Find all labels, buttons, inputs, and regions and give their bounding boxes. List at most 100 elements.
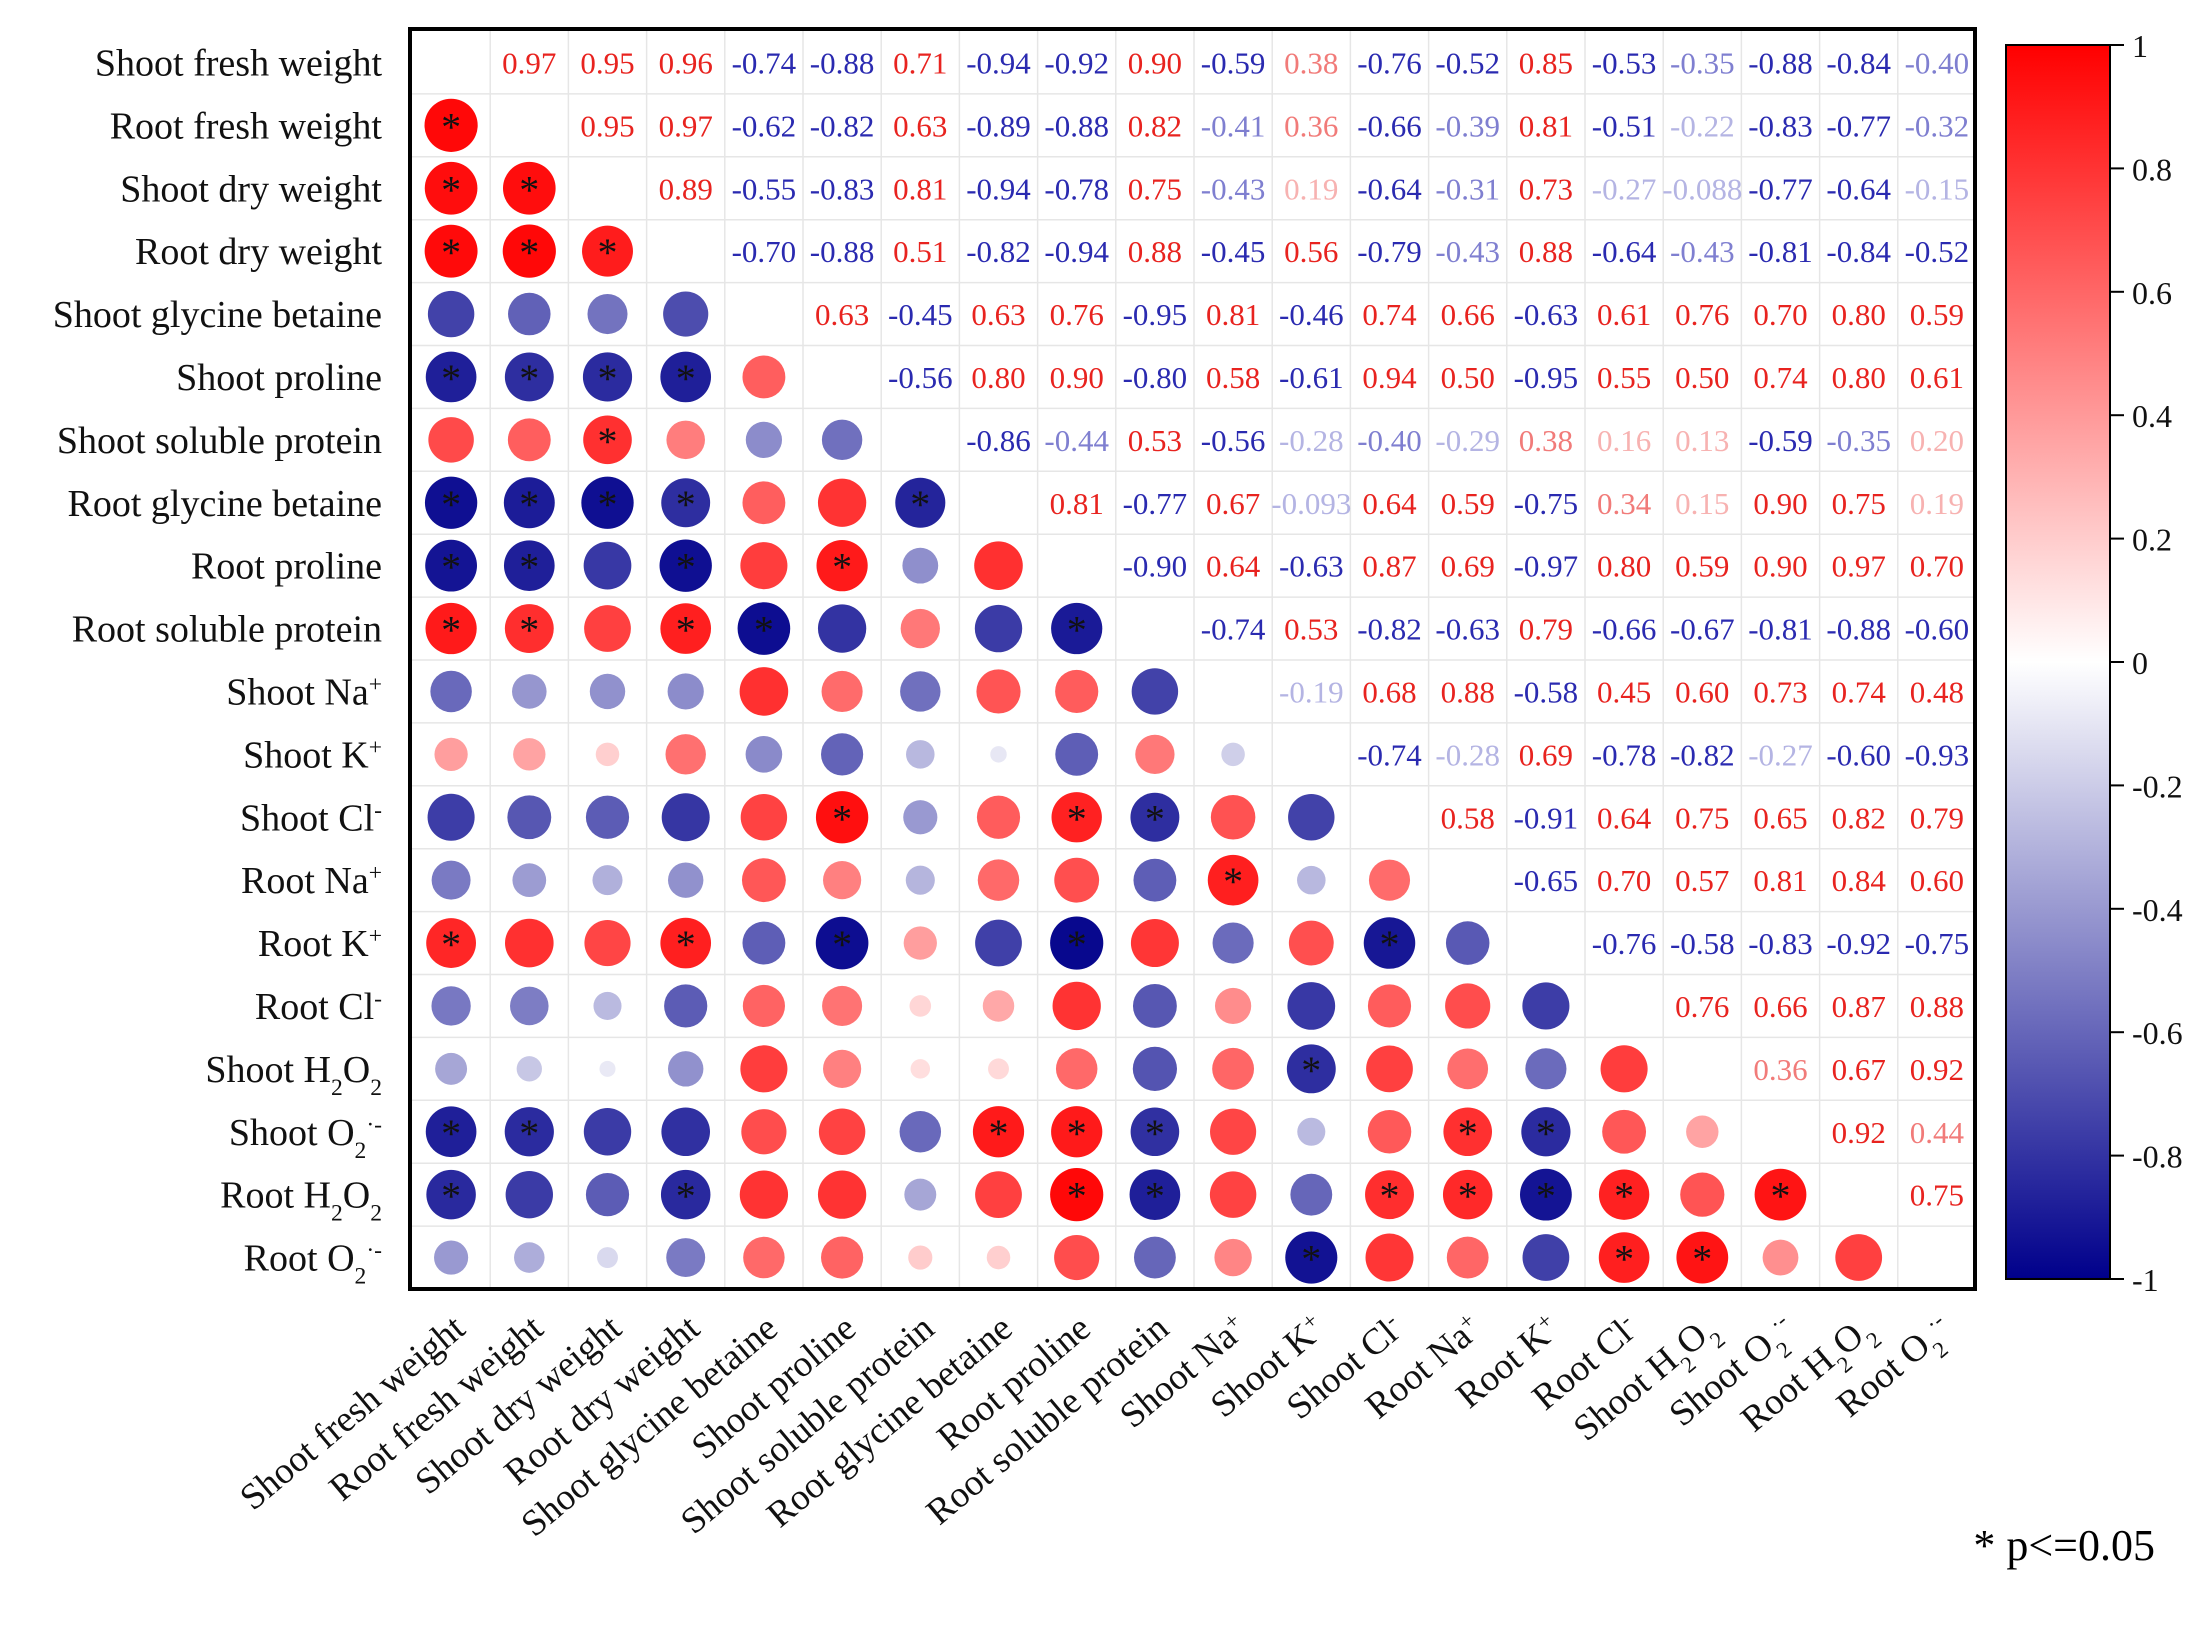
correlation-circle bbox=[1286, 1044, 1336, 1094]
significance-marker: * bbox=[1067, 796, 1087, 841]
correlation-value-label: -0.92 bbox=[1044, 45, 1109, 80]
correlation-value-label: 0.60 bbox=[1675, 674, 1729, 709]
row-label: Root dry weight bbox=[135, 231, 382, 273]
correlation-circle bbox=[503, 477, 555, 529]
correlation-value-label: 0.59 bbox=[1675, 549, 1729, 584]
correlation-value-label: -0.52 bbox=[1435, 45, 1500, 80]
correlation-circle bbox=[1214, 987, 1252, 1025]
significance-marker: * bbox=[676, 482, 696, 527]
correlation-value-label: -0.56 bbox=[1201, 423, 1266, 458]
correlation-circle bbox=[660, 351, 712, 403]
correlation-value-label: -0.35 bbox=[1670, 45, 1735, 80]
correlation-circle bbox=[900, 671, 941, 712]
significance-marker: * bbox=[1301, 1237, 1321, 1282]
correlation-circle bbox=[425, 1106, 477, 1158]
significance-marker: * bbox=[519, 545, 539, 590]
correlation-value-label: 0.76 bbox=[1675, 297, 1729, 332]
correlation-value-label: 0.88 bbox=[1910, 989, 1964, 1024]
correlation-value-label: 0.71 bbox=[893, 45, 947, 80]
correlation-value-label: -0.43 bbox=[1435, 234, 1500, 269]
correlation-value-label: 0.95 bbox=[580, 108, 634, 143]
significance-marker: * bbox=[519, 1111, 539, 1156]
correlation-value-label: 0.63 bbox=[893, 108, 947, 143]
correlation-circle bbox=[1367, 1109, 1412, 1154]
correlation-circle bbox=[1525, 1048, 1567, 1090]
correlation-value-label: 0.64 bbox=[1597, 800, 1652, 835]
correlation-circle bbox=[745, 736, 783, 773]
correlation-circle bbox=[1365, 1170, 1414, 1220]
correlation-value-label: -0.82 bbox=[1357, 612, 1422, 647]
correlation-circle bbox=[1522, 1234, 1570, 1281]
correlation-value-label: -0.43 bbox=[1201, 171, 1266, 206]
correlation-circle bbox=[1600, 1045, 1648, 1093]
significance-marker: * bbox=[1145, 796, 1165, 841]
correlation-circle bbox=[1443, 1107, 1492, 1157]
correlation-value-label: 0.15 bbox=[1675, 486, 1729, 521]
correlation-value-label: 0.59 bbox=[1910, 297, 1964, 332]
correlation-value-label: 0.90 bbox=[1050, 360, 1104, 395]
correlation-circle bbox=[1365, 1233, 1414, 1282]
correlation-value-label: -0.75 bbox=[1514, 486, 1579, 521]
correlation-circle bbox=[593, 991, 622, 1020]
correlation-value-label: 0.45 bbox=[1597, 674, 1651, 709]
correlation-value-label: 0.88 bbox=[1441, 674, 1495, 709]
correlation-circle bbox=[425, 539, 477, 592]
row-label: Shoot Cl- bbox=[240, 797, 382, 839]
correlation-value-label: -0.88 bbox=[1748, 45, 1813, 80]
row-label: Shoot proline bbox=[176, 357, 382, 399]
significance-note: * p<=0.05 bbox=[1973, 1521, 2155, 1570]
correlation-value-label: 0.34 bbox=[1597, 486, 1652, 521]
correlation-circle bbox=[1367, 984, 1412, 1028]
correlation-value-label: 0.59 bbox=[1441, 486, 1495, 521]
correlation-value-label: 0.81 bbox=[1206, 297, 1260, 332]
correlation-value-label: 0.50 bbox=[1675, 360, 1729, 395]
correlation-circle bbox=[424, 224, 478, 278]
correlation-circle bbox=[743, 1236, 785, 1279]
correlation-circle bbox=[905, 865, 935, 895]
correlation-circle bbox=[583, 415, 632, 465]
correlation-value-label: -0.74 bbox=[1201, 612, 1266, 647]
correlation-circle bbox=[1285, 1231, 1338, 1284]
correlation-circle bbox=[1288, 794, 1335, 841]
row-label: Root proline bbox=[191, 546, 382, 588]
correlation-value-label: 0.82 bbox=[1128, 108, 1182, 143]
correlation-circle bbox=[507, 418, 551, 462]
correlation-circle bbox=[1131, 668, 1179, 715]
correlation-value-label: 0.55 bbox=[1597, 360, 1651, 395]
correlation-circle bbox=[516, 1056, 542, 1082]
significance-marker: * bbox=[754, 608, 774, 653]
correlation-value-label: -0.93 bbox=[1905, 737, 1970, 772]
correlation-value-label: -0.77 bbox=[1748, 171, 1813, 206]
significance-marker: * bbox=[1771, 1174, 1791, 1219]
correlation-circle bbox=[1676, 1231, 1729, 1284]
correlation-value-label: 0.97 bbox=[659, 108, 713, 143]
correlation-value-label: 0.70 bbox=[1910, 549, 1964, 584]
correlation-value-label: -0.45 bbox=[1201, 234, 1266, 269]
correlation-value-label: 0.87 bbox=[1832, 989, 1886, 1024]
row-label: Root H2O2 bbox=[220, 1175, 382, 1227]
correlation-circle bbox=[1366, 1045, 1413, 1093]
colorbar-tick-label: -0.4 bbox=[2132, 892, 2183, 928]
correlation-circle bbox=[659, 539, 712, 592]
correlation-value-label: -0.94 bbox=[1044, 234, 1109, 269]
correlation-value-label: 0.64 bbox=[1362, 486, 1417, 521]
correlation-circle bbox=[426, 1169, 476, 1220]
correlation-value-label: -0.40 bbox=[1905, 45, 1970, 80]
row-label: Root Na+ bbox=[241, 860, 382, 902]
correlation-value-label: -0.95 bbox=[1514, 360, 1579, 395]
correlation-circle bbox=[1598, 1232, 1650, 1283]
correlation-circle bbox=[740, 794, 788, 841]
correlation-value-label: 0.69 bbox=[1519, 737, 1573, 772]
significance-marker: * bbox=[441, 608, 461, 653]
correlation-circle bbox=[821, 1236, 864, 1279]
significance-marker: * bbox=[1067, 1174, 1087, 1219]
correlation-value-label: 0.81 bbox=[1050, 486, 1104, 521]
correlation-circle bbox=[427, 290, 475, 338]
correlation-circle bbox=[817, 1170, 867, 1219]
correlation-value-label: -0.75 bbox=[1905, 926, 1970, 961]
correlation-circle bbox=[425, 351, 477, 403]
correlation-circle bbox=[821, 670, 863, 713]
correlation-value-label: -0.31 bbox=[1435, 171, 1500, 206]
significance-marker: * bbox=[441, 545, 461, 590]
correlation-value-label: 0.90 bbox=[1753, 549, 1807, 584]
